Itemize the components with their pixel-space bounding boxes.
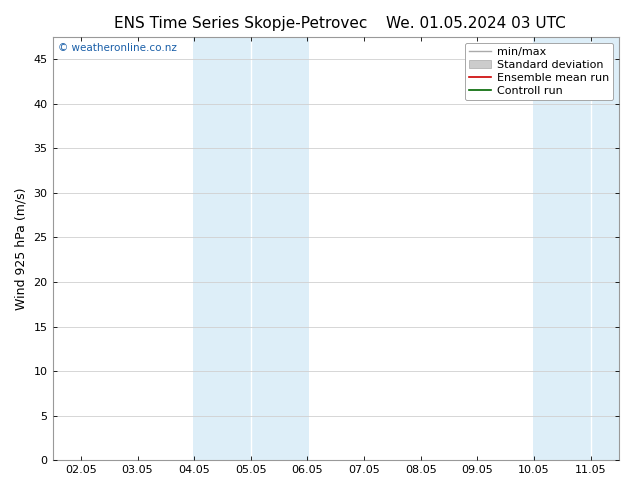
Bar [193, 37, 309, 460]
Text: We. 01.05.2024 03 UTC: We. 01.05.2024 03 UTC [385, 16, 566, 31]
Text: © weatheronline.co.nz: © weatheronline.co.nz [58, 44, 177, 53]
Text: ENS Time Series Skopje-Petrovec: ENS Time Series Skopje-Petrovec [114, 16, 368, 31]
Y-axis label: Wind 925 hPa (m/s): Wind 925 hPa (m/s) [15, 187, 28, 310]
Bar [533, 37, 619, 460]
Legend: min/max, Standard deviation, Ensemble mean run, Controll run: min/max, Standard deviation, Ensemble me… [465, 43, 614, 100]
